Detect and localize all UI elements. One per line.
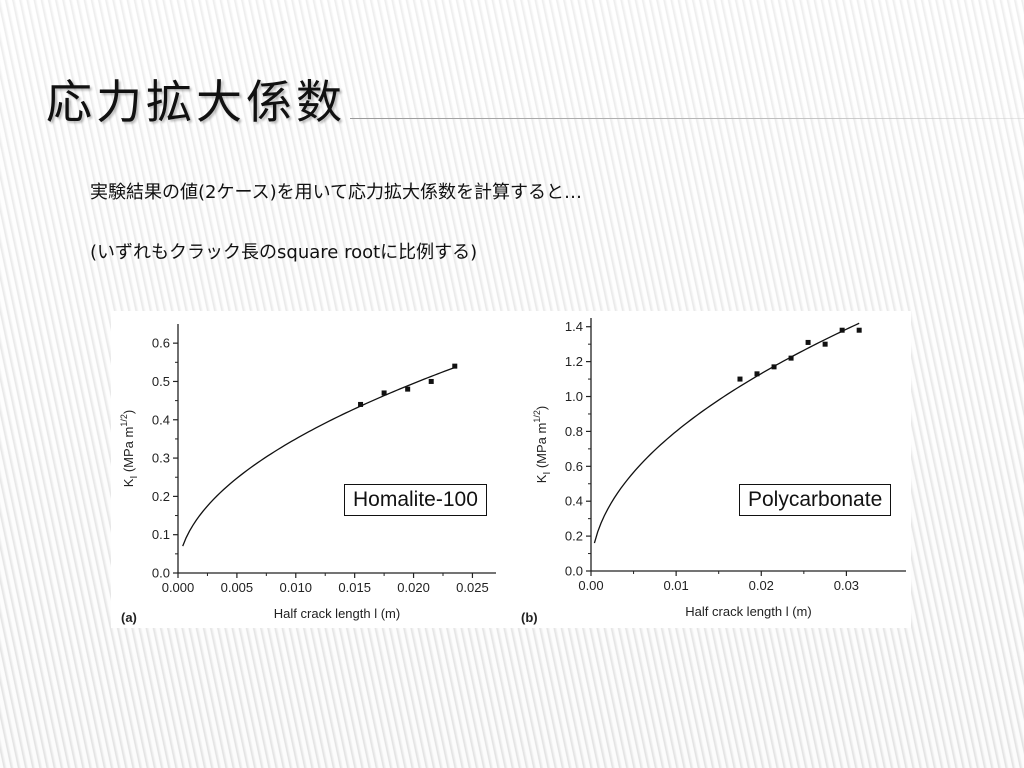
y-tick-label: 0.0 xyxy=(152,566,170,581)
data-point xyxy=(754,371,760,377)
x-tick-label: 0.005 xyxy=(221,580,254,595)
fit-curve xyxy=(182,366,456,547)
x-tick-label: 0.020 xyxy=(397,580,430,595)
data-point xyxy=(839,327,845,333)
x-tick-label: 0.00 xyxy=(578,578,603,593)
data-point xyxy=(822,341,828,347)
y-tick-label: 1.0 xyxy=(565,389,583,404)
title-underline xyxy=(350,118,1024,119)
x-tick-label: 0.03 xyxy=(834,578,859,593)
x-tick-label: 0.02 xyxy=(749,578,774,593)
panel-label: (b) xyxy=(521,610,538,625)
data-point xyxy=(381,390,387,396)
y-tick-label: 0.2 xyxy=(152,489,170,504)
x-tick-label: 0.015 xyxy=(338,580,371,595)
y-axis-label: KI (MPa m1/2) xyxy=(532,406,553,483)
x-tick-label: 0.000 xyxy=(162,580,195,595)
body-text-line-1: 実験結果の値(2ケース)を用いて応力拡大係数を計算すると… xyxy=(90,182,583,203)
legend-box-homalite: Homalite-100 xyxy=(344,484,487,516)
figure-svg: 0.000 0.005 0.010 0.015 0.020 0.025 0.0 0.1 0.2 0… xyxy=(119,318,906,625)
data-point xyxy=(358,401,364,407)
x-axis-label: Half crack length l (m) xyxy=(274,606,400,621)
y-tick-label: 0.2 xyxy=(565,529,583,544)
data-point xyxy=(405,386,411,392)
data-point xyxy=(805,339,811,345)
data-point xyxy=(737,376,743,382)
x-tick-label: 0.025 xyxy=(456,580,489,595)
figure: 0.000 0.005 0.010 0.015 0.020 0.025 0.0 0.1 0.2 0… xyxy=(111,311,911,628)
y-tick-label: 1.2 xyxy=(565,354,583,369)
x-tick-label: 0.010 xyxy=(280,580,313,595)
data-point xyxy=(452,363,458,369)
y-tick-label: 0.4 xyxy=(152,412,170,427)
x-tick-label: 0.01 xyxy=(663,578,688,593)
body-text-line-2: (いずれもクラック長のsquare rootに比例する) xyxy=(90,242,478,263)
fit-curve xyxy=(593,322,860,544)
panel-label: (a) xyxy=(121,610,137,625)
data-point xyxy=(771,364,777,370)
y-tick-label: 0.6 xyxy=(565,459,583,474)
slide-title: 応力拡大係数 xyxy=(46,75,346,129)
y-tick-label: 0.5 xyxy=(152,374,170,389)
legend-box-polycarbonate: Polycarbonate xyxy=(739,484,892,516)
data-point xyxy=(856,327,862,333)
y-tick-label: 0.0 xyxy=(565,564,583,579)
data-point xyxy=(428,378,434,384)
y-tick-label: 1.4 xyxy=(565,319,583,334)
y-tick-label: 0.6 xyxy=(152,336,170,351)
y-axis-label: KI (MPa m1/2) xyxy=(119,410,140,487)
y-tick-label: 0.8 xyxy=(565,424,583,439)
y-tick-label: 0.4 xyxy=(565,494,583,509)
data-point xyxy=(788,355,794,361)
y-tick-label: 0.3 xyxy=(152,451,170,466)
y-tick-label: 0.1 xyxy=(152,527,170,542)
x-axis-label: Half crack length l (m) xyxy=(685,604,811,619)
